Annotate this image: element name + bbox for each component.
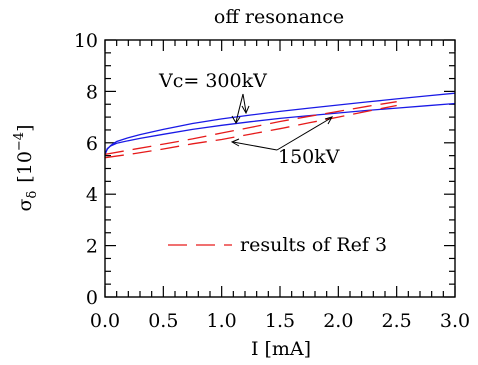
- simulation-150kv-line: [104, 102, 456, 155]
- x-tick-labels: 0.0 0.5 1.0 1.5 2.0 2.5 3.0: [90, 310, 470, 332]
- arrow-vc-to-simulation-curve: [242, 93, 247, 113]
- y-label-exponent: −4: [12, 132, 27, 151]
- series-layer: [104, 92, 456, 159]
- arrow-150kv-to-reference-head: [230, 138, 240, 147]
- y-tick-label: 6: [86, 133, 98, 155]
- arrow-150kv-to-reference-curve: [232, 141, 278, 151]
- y-tick-label: 8: [86, 81, 98, 103]
- annotation-arrows: [230, 93, 334, 151]
- annotation-150kv: 150kV: [278, 146, 340, 168]
- y-label-unit-open: [10: [14, 151, 36, 183]
- plot-frame: [104, 39, 456, 298]
- legend: results of Ref 3: [168, 234, 387, 256]
- y-tick-label: 0: [86, 287, 98, 309]
- reference-150kv-line: [104, 104, 397, 159]
- arrow-vc-to-reference-head: [231, 115, 241, 124]
- x-tick-label: 1.5: [265, 310, 295, 332]
- y-label-subscript: δ: [25, 191, 40, 199]
- arrow-150kv-to-simulation-curve: [276, 117, 332, 151]
- x-tick-label: 2.5: [382, 310, 412, 332]
- arrow-vc-to-simulation-head: [241, 105, 250, 115]
- annotation-vc-300kv: Vc= 300kV: [158, 70, 267, 92]
- x-tick-label: 2.0: [323, 310, 353, 332]
- x-tick-label: 0.0: [90, 310, 120, 332]
- simulation-300kv-line: [104, 92, 456, 155]
- arrow-150kv-to-simulation-head: [324, 116, 334, 125]
- x-tick-label: 1.0: [207, 310, 237, 332]
- x-tick-label: 3.0: [440, 310, 470, 332]
- y-label-symbol: σ: [14, 199, 36, 212]
- x-tick-label: 0.5: [148, 310, 178, 332]
- y-tick-label: 4: [86, 184, 98, 206]
- y-tick-label: 10: [74, 30, 98, 52]
- chart-title: off resonance: [214, 6, 344, 28]
- y-tick-labels: 0 2 4 6 8 10: [74, 30, 98, 309]
- y-tick-label: 2: [86, 236, 98, 258]
- legend-label-ref3: results of Ref 3: [240, 234, 387, 256]
- axis-ticks: [104, 39, 456, 298]
- y-label-unit-close: ]: [14, 125, 36, 132]
- arrow-vc-to-reference-curve: [235, 93, 244, 123]
- x-axis-label: I [mA]: [251, 338, 311, 360]
- reference-300kv-line: [104, 101, 397, 156]
- y-axis-label: σδ [10−4]: [12, 125, 40, 212]
